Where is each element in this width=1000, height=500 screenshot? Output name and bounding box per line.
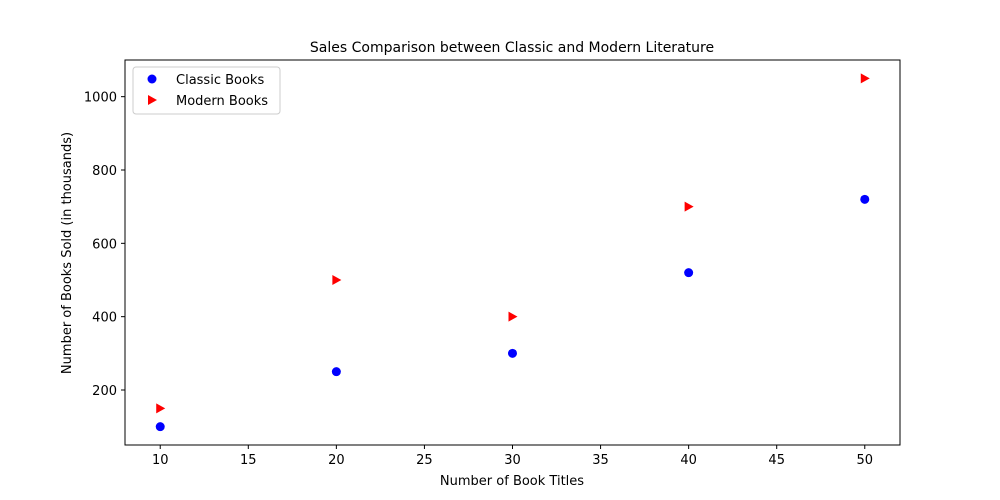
y-tick-label: 400 [92,311,117,326]
y-tick-label: 800 [92,164,117,179]
legend-marker-modern-books [148,95,157,105]
x-tick-label: 15 [240,453,257,468]
x-tick-label: 25 [416,453,433,468]
x-axis-label: Number of Book Titles [440,474,584,489]
classic-books-point [331,367,341,377]
x-tick-label: 40 [680,453,697,468]
x-tick-label: 50 [856,453,873,468]
x-tick-label: 10 [152,453,169,468]
y-tick-label: 1000 [84,91,117,106]
legend-label-classic-books: Classic Books [176,73,264,88]
legend: Classic Books Modern Books [132,66,281,115]
y-tick-label: 200 [92,384,117,399]
modern-books-point [156,403,166,414]
legend-label-modern-books: Modern Books [176,94,268,109]
legend-box [132,66,281,115]
plot-frame [124,59,901,446]
x-tick-label: 20 [328,453,345,468]
axis-ticks: 10 15 20 25 30 35 40 45 50 200 400 600 800 1000 [84,91,873,468]
y-axis-label: Number of Books Sold (in thousands) [60,132,75,374]
x-tick-label: 30 [504,453,521,468]
modern-books-point [684,201,694,212]
x-tick-label: 45 [768,453,785,468]
modern-books-point [332,275,342,285]
classic-books-point [684,268,694,278]
modern-books-point [860,73,870,84]
classic-books-point [508,348,517,358]
classic-books-point [860,194,870,204]
data-points [155,73,870,432]
modern-books-point [508,311,518,322]
chart-title: Sales Comparison between Classic and Mod… [310,40,714,56]
legend-marker-classic-books [147,74,157,84]
x-tick-label: 35 [592,453,609,468]
classic-books-point [155,422,165,432]
y-tick-label: 600 [92,237,117,252]
